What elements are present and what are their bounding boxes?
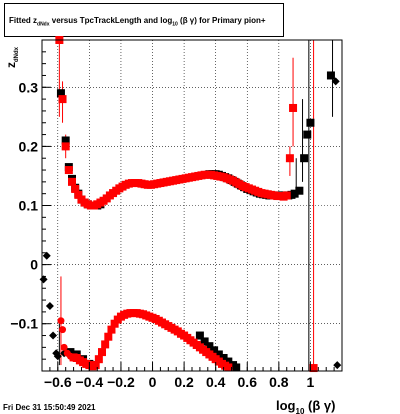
x-tick-label: 0 bbox=[149, 374, 157, 390]
x-axis-label: log10 (β γ) bbox=[276, 398, 335, 414]
x-tick-label: −0.6 bbox=[44, 374, 72, 390]
data-point bbox=[224, 357, 233, 366]
data-point bbox=[306, 118, 315, 127]
x-tick-label: 0.8 bbox=[269, 374, 289, 390]
data-point bbox=[295, 186, 304, 195]
data-point bbox=[224, 363, 233, 372]
data-point bbox=[300, 154, 309, 163]
x-axis-label-sub: 10 bbox=[296, 407, 305, 414]
data-point bbox=[290, 189, 299, 198]
data-point bbox=[214, 350, 223, 359]
x-tick-label: −0.2 bbox=[107, 374, 135, 390]
data-point bbox=[74, 190, 83, 199]
x-axis-label-tail: (β γ) bbox=[304, 398, 335, 413]
data-point bbox=[200, 337, 209, 346]
axis-ticks bbox=[41, 39, 343, 372]
data-point bbox=[45, 301, 54, 310]
chart-title: Fitted zdNdx versus TpcTrackLength and l… bbox=[4, 3, 284, 37]
data-point bbox=[98, 348, 106, 357]
data-point bbox=[303, 130, 312, 139]
title-log-sub: 10 bbox=[172, 21, 178, 28]
data-point bbox=[107, 325, 116, 334]
data-point bbox=[57, 317, 65, 325]
x-tick-label: 0.2 bbox=[174, 374, 194, 390]
footer-timestamp: Fri Dec 31 15:50:49 2021 bbox=[3, 403, 96, 412]
data-point bbox=[91, 361, 100, 370]
title-var-sub: dNdx bbox=[37, 21, 50, 28]
data-point bbox=[42, 251, 51, 260]
data-point bbox=[56, 89, 65, 98]
error-bars bbox=[58, 40, 334, 371]
title-suffix: (β γ) for Primary pion+ bbox=[180, 16, 266, 25]
data-point bbox=[195, 331, 204, 340]
data-point bbox=[101, 340, 110, 349]
data-point bbox=[110, 319, 119, 328]
x-tick-label: −0.4 bbox=[76, 374, 104, 390]
data-point bbox=[68, 177, 76, 186]
data-point bbox=[94, 355, 103, 364]
y-axis-label-main: z bbox=[4, 62, 18, 68]
grid-lines bbox=[42, 40, 342, 371]
x-axis-label-log: log bbox=[276, 398, 296, 413]
title-var: z bbox=[33, 16, 38, 25]
data-point bbox=[219, 353, 228, 362]
data-point bbox=[60, 343, 68, 351]
data-point bbox=[59, 326, 67, 334]
data-point bbox=[326, 71, 335, 80]
data-point bbox=[282, 191, 291, 200]
data-point bbox=[61, 136, 70, 145]
data-point bbox=[333, 361, 342, 370]
data-point bbox=[309, 364, 318, 373]
y-tick-label: −0.1 bbox=[10, 316, 38, 332]
y-axis-label-sub: dNdx bbox=[14, 46, 20, 62]
y-axis-label: zdNdx bbox=[4, 46, 20, 68]
data-point bbox=[331, 77, 340, 86]
x-tick-label: 1 bbox=[307, 374, 315, 390]
data-point bbox=[52, 349, 61, 358]
data-point bbox=[49, 331, 58, 340]
data-point bbox=[71, 184, 80, 193]
data-point bbox=[61, 142, 70, 151]
x-tick-label: 0.6 bbox=[238, 374, 258, 390]
y-tick-label: 0.3 bbox=[19, 79, 39, 95]
data-point bbox=[210, 346, 219, 355]
data-point bbox=[104, 332, 113, 341]
y-tick-label: 0 bbox=[30, 257, 38, 273]
x-tick-labels: −0.6 −0.4 −0.2 0 0.2 0.4 0.6 0.8 1 bbox=[44, 374, 315, 390]
title-mid: versus TpcTrackLength and log bbox=[51, 16, 173, 25]
data-markers bbox=[39, 36, 342, 373]
data-point bbox=[289, 103, 298, 112]
y-tick-label: 0.2 bbox=[19, 138, 39, 154]
data-point bbox=[58, 95, 67, 104]
y-tick-labels: −0.1 0 0.1 0.2 0.3 bbox=[10, 79, 38, 331]
x-tick-label: 0.4 bbox=[206, 374, 226, 390]
data-point bbox=[285, 154, 294, 163]
data-point bbox=[64, 166, 73, 175]
data-point bbox=[232, 363, 241, 372]
title-prefix: Fitted bbox=[9, 16, 31, 25]
data-point bbox=[205, 342, 214, 351]
y-tick-label: 0.1 bbox=[19, 198, 39, 214]
